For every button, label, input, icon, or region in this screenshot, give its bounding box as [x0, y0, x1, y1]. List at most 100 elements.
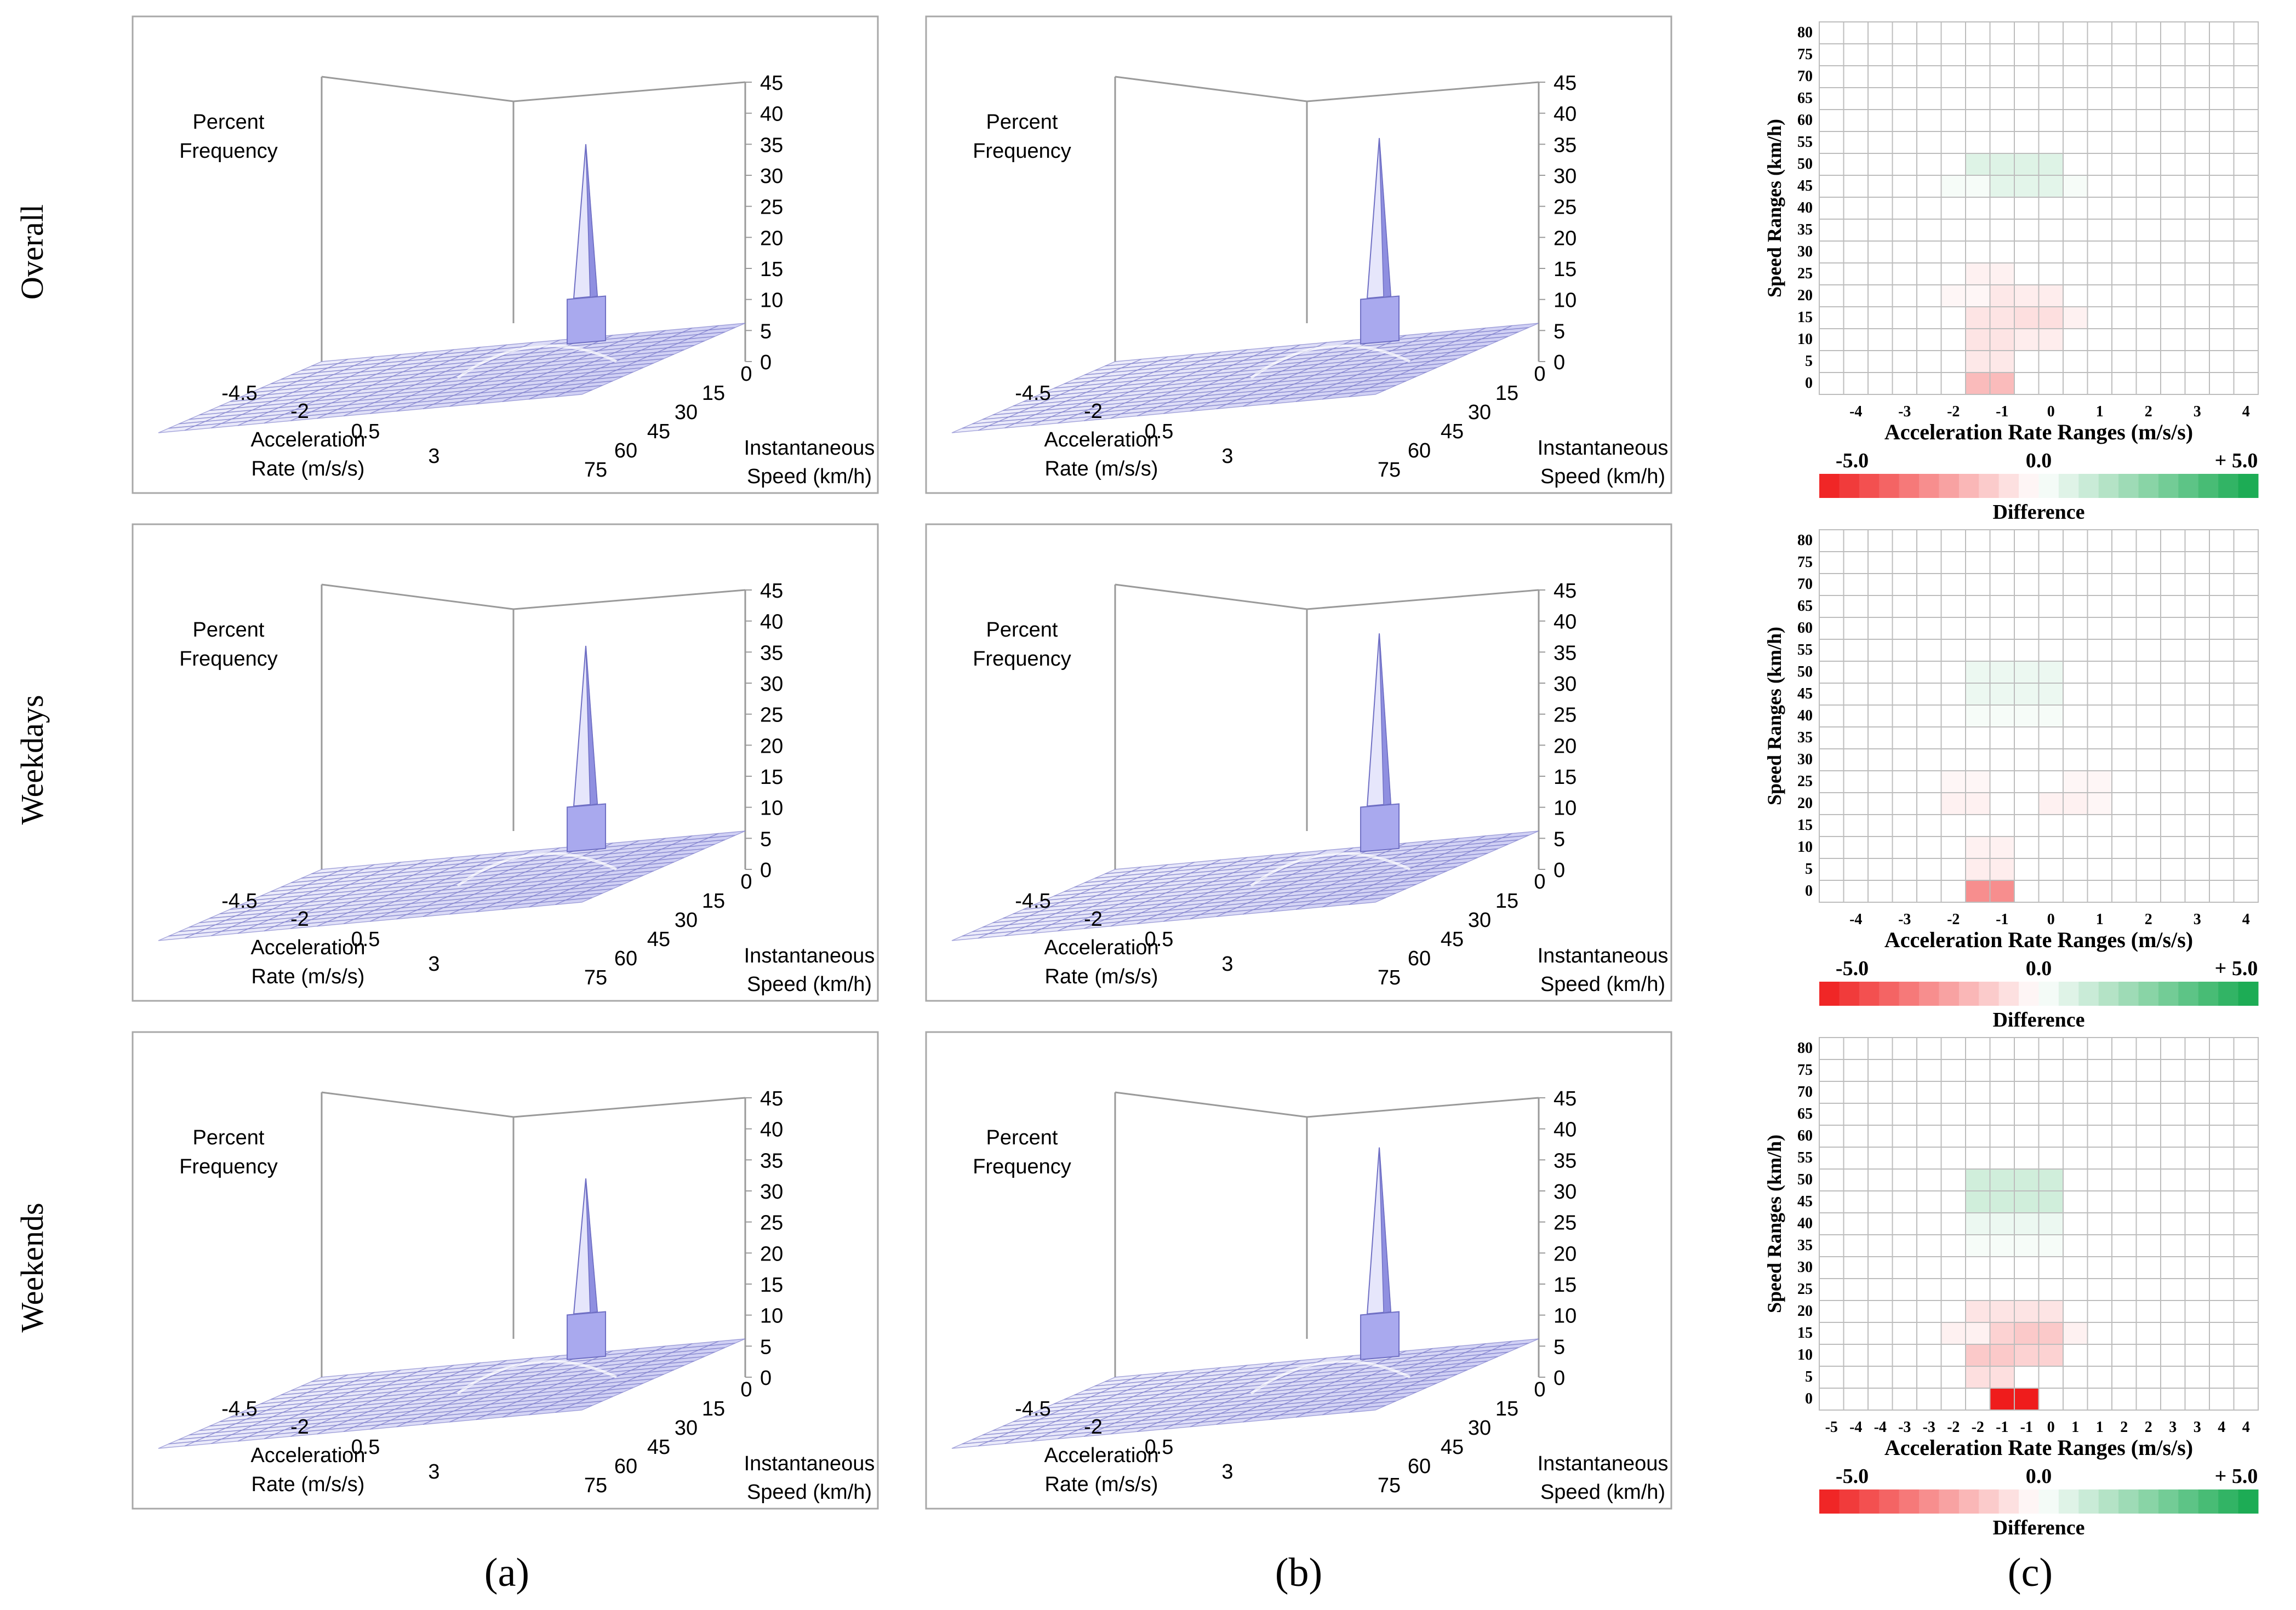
peak-spike-dark	[585, 1178, 598, 1314]
heatmap-cell	[2038, 328, 2064, 351]
z-tick-label: 20	[1553, 735, 1577, 758]
z-title-line1: Percent	[986, 618, 1058, 641]
heatmap-y-tick: 70	[1797, 68, 1813, 85]
heatmap-cell	[2233, 328, 2259, 351]
heatmap-cell	[1892, 240, 1917, 263]
heatmap-cell	[2063, 880, 2088, 903]
heatmap-cell	[1892, 1234, 1917, 1257]
y-tick-label: 45	[1441, 928, 1464, 951]
heatmap-cell	[2111, 551, 2137, 574]
heatmap-cell	[2209, 792, 2235, 815]
column-label-c: (c)	[2008, 1550, 2053, 1595]
z-title-line2: Frequency	[179, 140, 278, 163]
heatmap-cell	[2160, 858, 2186, 881]
heatmap-cell	[2209, 836, 2235, 859]
heatmap-cell	[2014, 1081, 2040, 1104]
heatmap-cell	[2233, 21, 2259, 44]
heatmap-cell	[2038, 1147, 2064, 1170]
heatmap-cell	[1965, 1366, 1991, 1389]
heatmap-cell	[2014, 704, 2040, 727]
heatmap-cell	[2209, 1125, 2235, 1148]
heatmap-cell	[2063, 284, 2088, 307]
color-legend: -5.0 0.0 + 5.0 Difference	[1819, 957, 2259, 1032]
heatmap-cell	[2160, 595, 2186, 618]
heatmap-cell	[2014, 1366, 2040, 1389]
legend-swatch	[2238, 1489, 2259, 1514]
heatmap-cell	[2184, 836, 2210, 859]
z-tick-label: 40	[760, 103, 783, 126]
heatmap-cell	[1940, 131, 1966, 154]
heatmap-cell	[2014, 109, 2040, 132]
legend-swatch	[1859, 1489, 1880, 1514]
heatmap-cell	[2209, 814, 2235, 837]
heatmap-cell	[2087, 551, 2112, 574]
z-tick-label: 20	[760, 735, 783, 758]
heatmap-cell	[1843, 65, 1869, 88]
heatmap-cell	[1965, 153, 1991, 176]
heatmap-cell	[1819, 1190, 1844, 1213]
z-tick-label: 25	[760, 704, 783, 727]
heatmap-cell	[2209, 1147, 2235, 1170]
heatmap-cell	[1892, 284, 1917, 307]
heatmap-cell	[2184, 1037, 2210, 1060]
heatmap-cell	[2014, 240, 2040, 263]
heatmap-cell	[2160, 1081, 2186, 1104]
legend-swatch	[1958, 1489, 1979, 1514]
legend-title: Difference	[1992, 501, 2084, 524]
heatmap-cell	[2160, 1300, 2186, 1323]
heatmap-cell	[2014, 1344, 2040, 1367]
x-axis: -4.5 -2 0.5 3	[1015, 382, 1233, 468]
heatmap-cell	[2063, 704, 2088, 727]
heatmap-cell	[1819, 617, 1844, 640]
heatmap-cell	[1989, 284, 2015, 307]
y-title-line2: Speed (km/h)	[1540, 973, 1665, 996]
heatmap-cell	[1965, 858, 1991, 881]
heatmap-cell	[2233, 219, 2259, 242]
heatmap-cell	[2111, 1059, 2137, 1082]
frame-left-top	[1115, 1091, 1307, 1118]
heatmap-cell	[2135, 1300, 2161, 1323]
heatmap-cell	[2209, 1168, 2235, 1191]
heatmap-cell	[1916, 1037, 1942, 1060]
y-tick-label: 30	[1468, 401, 1491, 424]
heatmap-cell	[1892, 836, 1917, 859]
legend-swatch	[1879, 1489, 1900, 1514]
heatmap-cell	[2038, 814, 2064, 837]
heatmap-cell	[2063, 240, 2088, 263]
heatmap-cell	[1916, 219, 1942, 242]
heatmap-cell	[1843, 858, 1869, 881]
heatmap-cell	[2087, 748, 2112, 771]
heatmap-cell	[1892, 219, 1917, 242]
heatmap-cell	[2038, 1278, 2064, 1301]
heatmap-cell	[1819, 240, 1844, 263]
heatmap-cell	[2014, 1037, 2040, 1060]
heatmap-cell	[1867, 704, 1893, 727]
heatmap-cell	[1916, 197, 1942, 220]
heatmap-cell	[2184, 350, 2210, 373]
heatmap-cell	[1819, 372, 1844, 395]
frame-left-top	[321, 583, 514, 610]
heatmap-cell	[2087, 639, 2112, 662]
z-tick-label: 40	[1553, 611, 1577, 634]
z-tick-label: 45	[1553, 580, 1577, 603]
legend-title: Difference	[1992, 1009, 2084, 1032]
heatmap-y-tick: 35	[1797, 729, 1813, 746]
y-title-line1: Instantaneous	[744, 437, 875, 460]
z-tick-label: 0	[1553, 859, 1565, 882]
heatmap-cell	[2184, 43, 2210, 66]
heatmap-cell	[2038, 858, 2064, 881]
heatmap-cell	[1892, 43, 1917, 66]
surface-floor	[951, 830, 1539, 941]
legend-mid-label: 0.0	[2026, 1465, 2052, 1488]
heatmap-cell	[2209, 1322, 2235, 1345]
legend-min-label: -5.0	[1836, 449, 1869, 472]
legend-swatch	[2019, 474, 2039, 498]
heatmap-cell	[1867, 87, 1893, 110]
heatmap-cell	[1892, 704, 1917, 727]
heatmap-cell	[1916, 1256, 1942, 1279]
heatmap-cell	[1965, 350, 1991, 373]
heatmap-cell	[2184, 1256, 2210, 1279]
x-tick-label: -4.5	[221, 382, 257, 405]
heatmap-cell	[1916, 87, 1942, 110]
heatmap-cell	[2038, 836, 2064, 859]
